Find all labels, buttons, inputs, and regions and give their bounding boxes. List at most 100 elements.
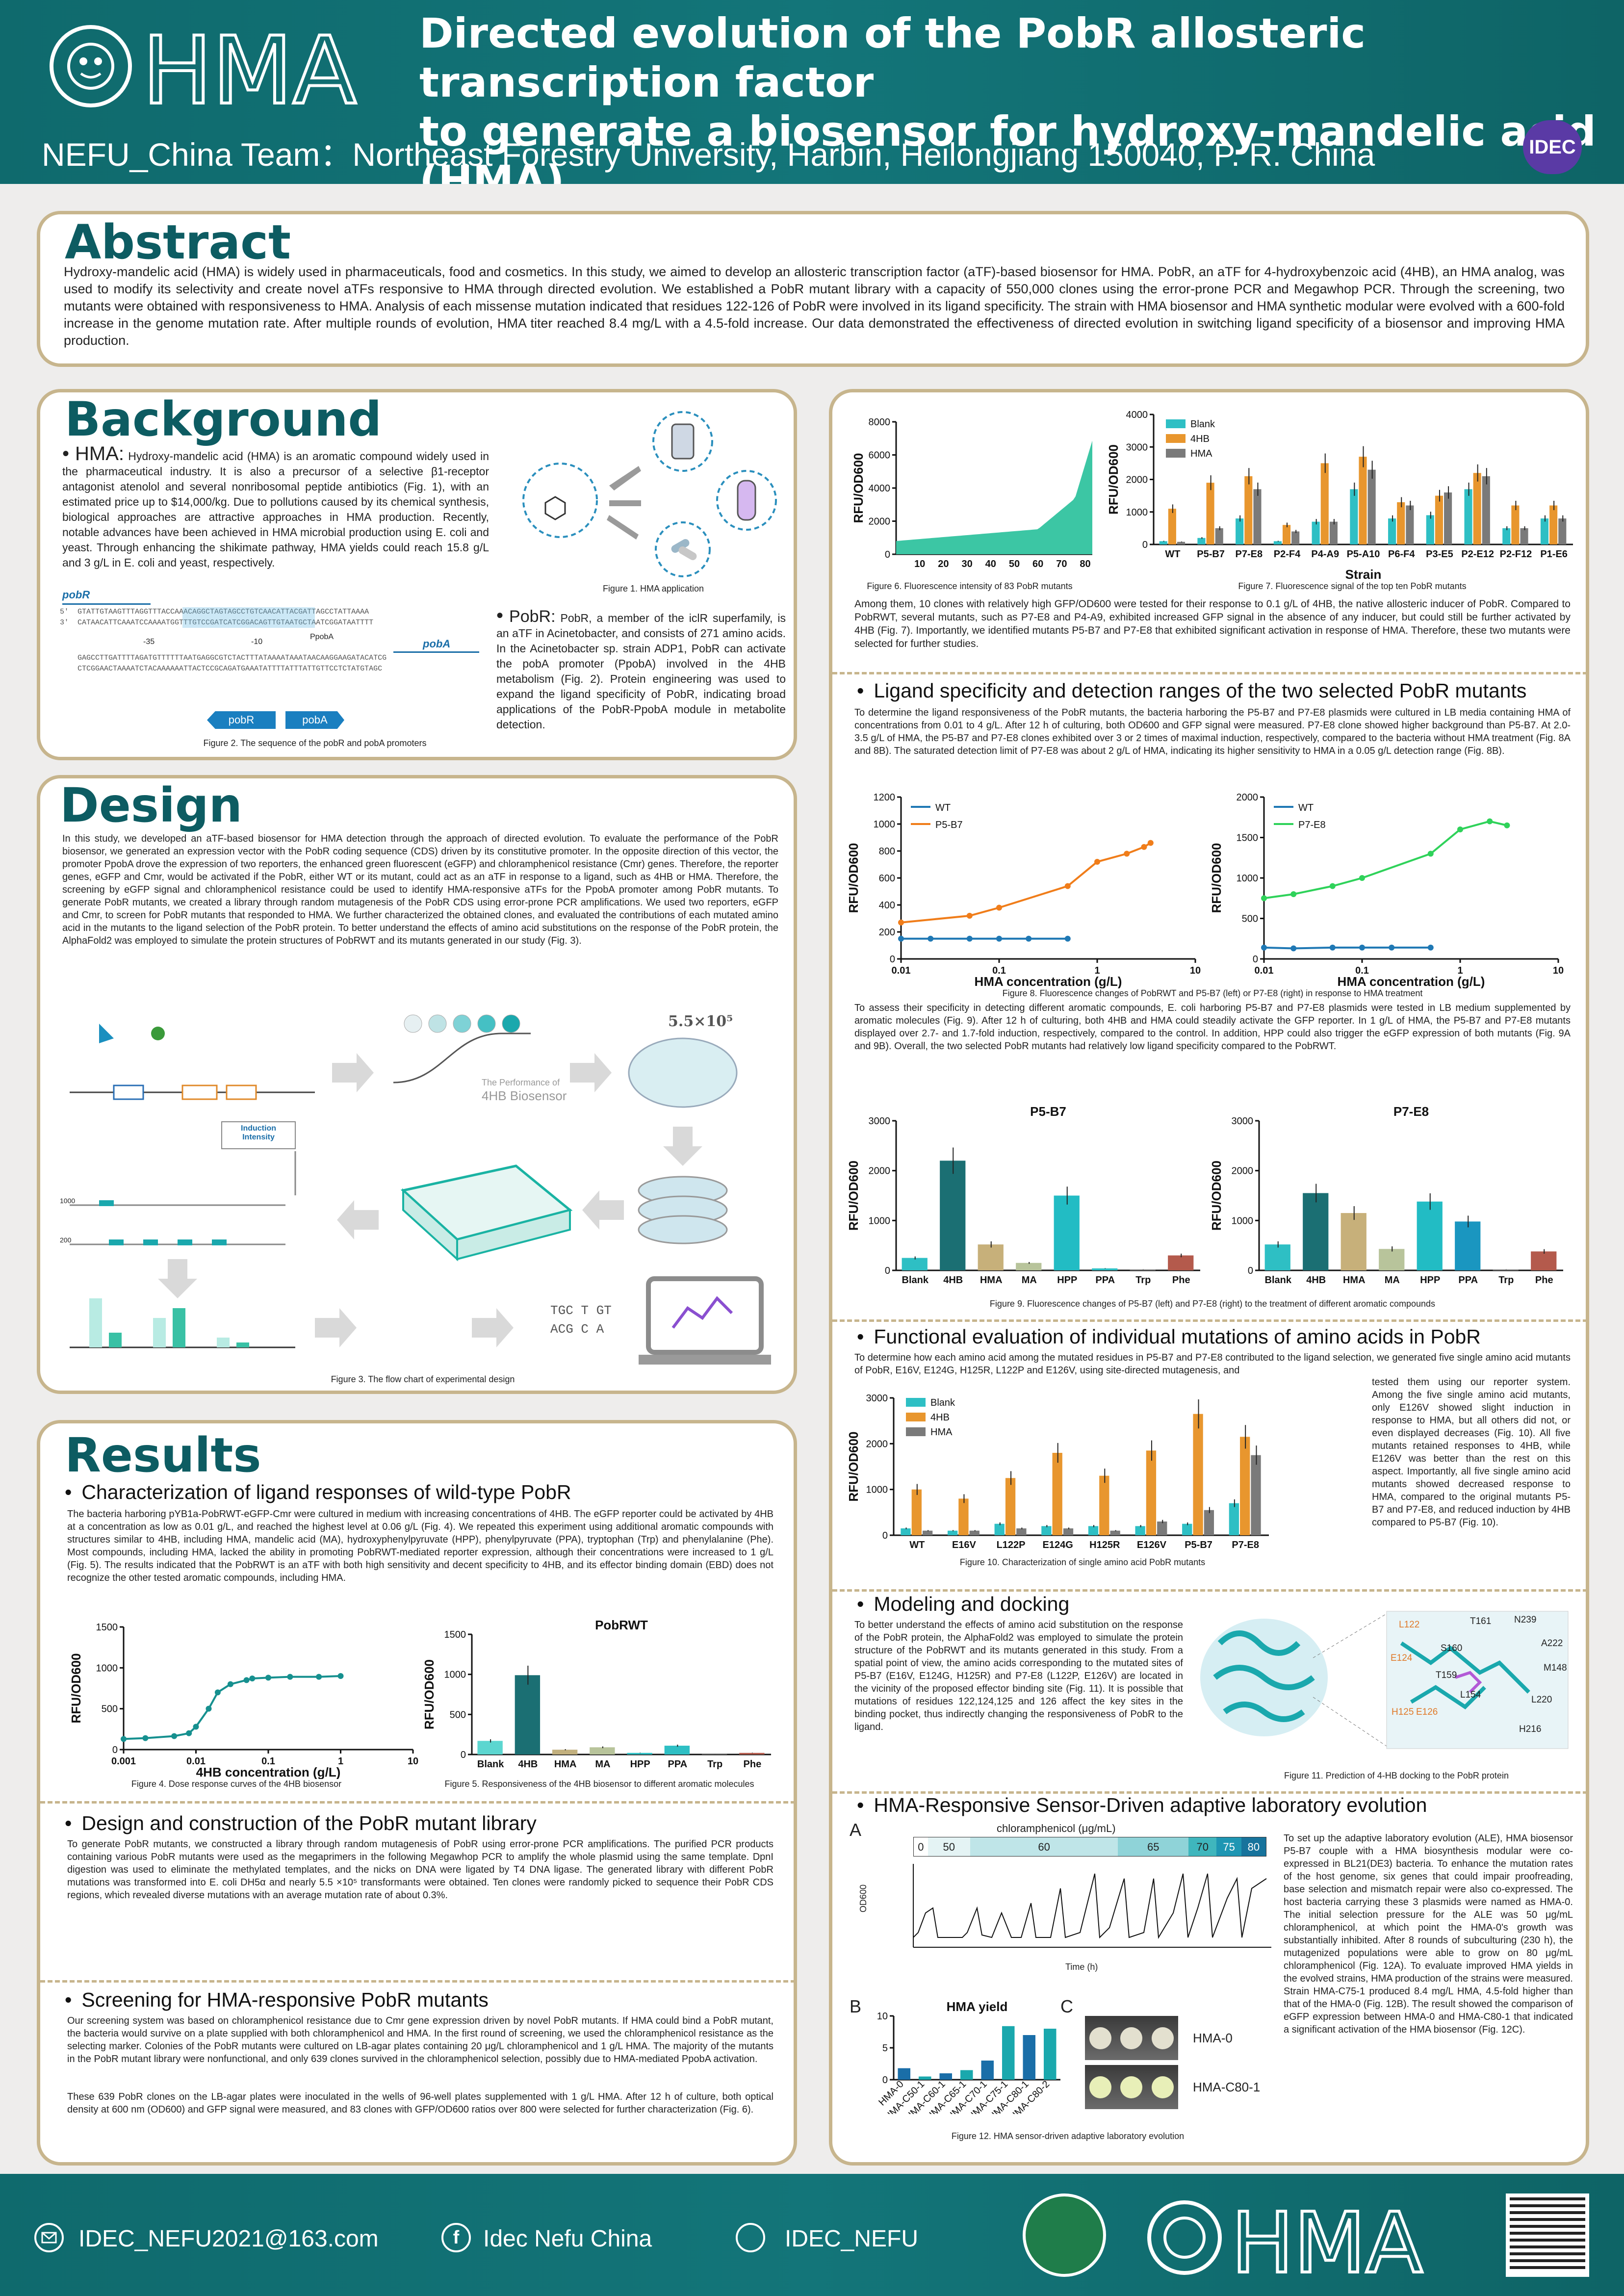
bar: [1359, 457, 1367, 544]
96-well-plate: [400, 1164, 573, 1262]
bar: [1099, 1475, 1109, 1535]
bar: [902, 1258, 928, 1270]
n200-label: 200: [60, 1236, 72, 1244]
performance-label: The Performance of: [482, 1078, 560, 1087]
logo-text: HMA: [142, 17, 357, 115]
bar: [1159, 541, 1167, 544]
fig8-caption: Figure 8. Fluorescence changes of PobRWT…: [1002, 988, 1423, 998]
abstract-heading: Abstract: [65, 215, 291, 270]
y-tick-label: 2000: [869, 1166, 891, 1177]
email-link[interactable]: IDEC_NEFU2021@163.com: [78, 2226, 379, 2252]
plasmid-map: [70, 1024, 315, 1100]
fig11-caption: Figure 11. Prediction of 4-HB docking to…: [1284, 1771, 1509, 1780]
data-point: [1147, 840, 1154, 846]
data-point: [928, 935, 934, 942]
divider: [832, 1589, 1586, 1592]
x-tick-label: P5-A10: [1347, 549, 1380, 560]
section-functional-side-text: tested them using our reporter system. A…: [1372, 1377, 1571, 1528]
chloramphenicol-label: chloramphenicol (μg/mL): [997, 1822, 1116, 1834]
legend-swatch: [906, 1413, 926, 1421]
y-tick-label: 1500: [1237, 833, 1259, 844]
y-tick-label: 1500: [444, 1629, 466, 1640]
bar: [627, 1753, 652, 1754]
section-ale-heading: • HMA-Responsive Sensor-Driven adaptive l…: [857, 1794, 1427, 1816]
data-point: [1457, 826, 1463, 832]
qr-code[interactable]: [1506, 2193, 1589, 2277]
data-point: [1261, 944, 1267, 951]
residue-T161: T161: [1470, 1616, 1492, 1626]
x-tick-label: 0.1: [992, 965, 1006, 976]
x-tick-label: 10: [1190, 965, 1201, 976]
data-point: [1141, 844, 1147, 850]
y-tick-label: 0: [882, 1530, 888, 1541]
docking-figure: L122 T161 N239 S160 A222 E124 T159 M148 …: [1181, 1604, 1573, 1751]
legend-label: WT: [935, 802, 951, 813]
section-library-text: To generate PobR mutants, we constructed…: [67, 1839, 773, 1901]
legend-swatch: [1166, 449, 1186, 458]
y-tick-label: 0: [890, 954, 895, 965]
x-tick-label: 1: [338, 1756, 343, 1767]
x-tick-label: 0.1: [261, 1756, 275, 1767]
bar: [981, 2061, 994, 2080]
fig7-text: Among them, 10 clones with relatively hi…: [854, 598, 1571, 649]
bar: [1406, 505, 1414, 544]
x-tick-label: E126V: [1137, 1540, 1167, 1550]
section-library-heading: • Design and construction of the PobR mut…: [65, 1812, 537, 1834]
bar: [552, 1750, 578, 1754]
y-axis-label: RFU/OD600: [847, 1431, 861, 1501]
data-point: [142, 1735, 149, 1741]
poba-gene-arrow: pobA: [285, 711, 344, 729]
twitter-link[interactable]: IDEC_NEFU: [785, 2226, 919, 2252]
bar: [978, 1244, 1004, 1270]
bar: [1204, 1510, 1214, 1535]
y-tick-label: 1200: [874, 792, 896, 803]
x-tick-label: HPP: [630, 1759, 650, 1770]
x-tick-label: 40: [985, 559, 996, 569]
x-tick-label: WT: [909, 1540, 925, 1550]
y-axis-label: RFU/OD600: [70, 1653, 83, 1723]
fig2-caption: Figure 2. The sequence of the pobR and p…: [203, 738, 427, 748]
x-tick-label: 0.001: [111, 1756, 136, 1767]
bar: [1329, 521, 1338, 544]
bar: [1379, 1249, 1405, 1270]
bar: [1092, 1268, 1118, 1270]
y-tick-label: 5: [882, 2043, 888, 2054]
fig4-chart: 0 500 1000 1500 RFU/OD600 4HB concentration (…: [69, 1617, 423, 1780]
bar: [1520, 528, 1528, 544]
x-tick-label: 60: [1032, 559, 1043, 569]
bar: [1177, 542, 1186, 544]
bar: [939, 2073, 952, 2080]
area-series: [896, 440, 1092, 554]
time-axis-label: Time (h): [1065, 1962, 1098, 1972]
bar: [1135, 1526, 1145, 1535]
x-axis-label: HMA concentration (g/L): [1338, 974, 1485, 988]
bar: [1251, 1455, 1261, 1535]
legend-swatch: [906, 1427, 926, 1436]
fig5-caption: Figure 5. Responsiveness of the 4HB bios…: [444, 1779, 754, 1789]
legend-label: P7-E8: [1298, 820, 1326, 830]
x-tick-label: P4-A9: [1311, 549, 1339, 560]
fig6-caption: Figure 6. Fluorescence intensity of 83 P…: [867, 581, 1073, 591]
divider: [832, 1791, 1586, 1794]
fig1-caption: Figure 1. HMA application: [602, 584, 704, 593]
bar: [1215, 528, 1223, 544]
seq-line-3: GAGCCTTGATTTTAGATGTTTTTTAATGAGGCGTCTACTT…: [60, 654, 387, 662]
university-seal: [1023, 2193, 1106, 2277]
hma-logo: HMA: [44, 15, 397, 127]
y-tick-label: 1000: [96, 1663, 118, 1674]
bar: [958, 1498, 969, 1535]
y-axis-label: RFU/OD600: [847, 1161, 861, 1231]
divider: [40, 1801, 794, 1804]
data-point: [1261, 895, 1267, 902]
panel-B-label: B: [850, 1996, 862, 2016]
fig9a-chart: 0 1000 2000 3000 RFU/OD600 P5-B7 Blank 4HB HMA MA…: [846, 1099, 1205, 1295]
footer-hma-logo: HMA: [1143, 2193, 1476, 2294]
bar: [1264, 1244, 1290, 1270]
facebook-link[interactable]: Idec Nefu China: [483, 2226, 652, 2252]
x-tick-label: Phe: [744, 1759, 762, 1770]
data-point: [966, 913, 973, 919]
x-tick-label: Trp: [1498, 1275, 1514, 1286]
minus35-label: -35: [143, 638, 155, 646]
bar: [1350, 489, 1358, 544]
legend-label: WT: [1298, 802, 1314, 813]
